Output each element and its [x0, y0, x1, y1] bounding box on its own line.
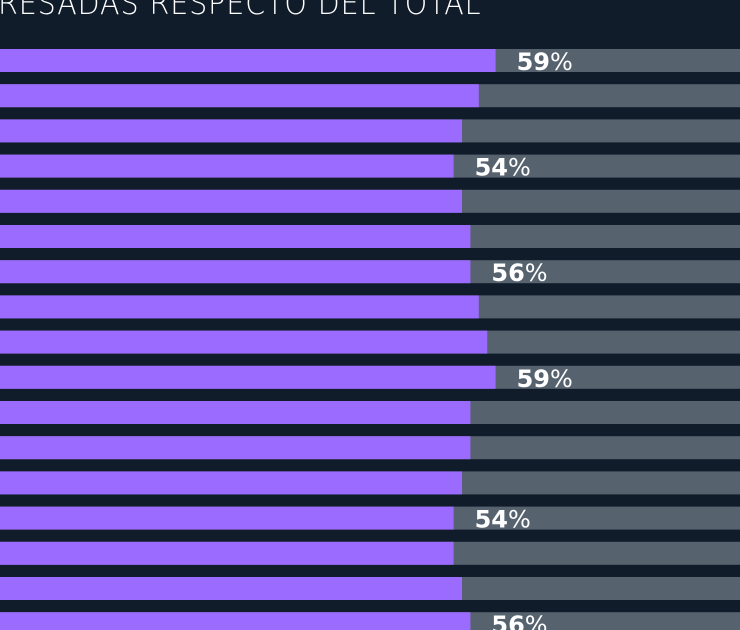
- bar-value: [0, 49, 496, 72]
- bar-value: [0, 506, 454, 530]
- bar-value: [0, 225, 471, 248]
- bar-value: [0, 260, 471, 284]
- bar-value: [0, 612, 471, 630]
- data-label: 56%: [491, 259, 547, 287]
- data-label: 56%: [491, 611, 547, 630]
- bar-value: [0, 330, 488, 354]
- bar-value: [0, 189, 462, 213]
- chart-title: RESADAS RESPECTO DEL TOTAL: [0, 0, 482, 22]
- bar-value: [0, 154, 454, 178]
- bar-value: [0, 84, 479, 108]
- bar-value: [0, 541, 454, 565]
- data-label: 59%: [517, 365, 573, 393]
- bar-value: [0, 471, 462, 495]
- bar-value: [0, 119, 462, 143]
- data-label: 54%: [475, 506, 531, 534]
- bar-value: [0, 401, 471, 424]
- bar-value: [0, 295, 479, 319]
- data-label: 54%: [475, 154, 531, 182]
- bar-value: [0, 577, 462, 600]
- data-label: 59%: [517, 48, 573, 76]
- bar-value: [0, 436, 471, 460]
- bar-value: [0, 365, 496, 389]
